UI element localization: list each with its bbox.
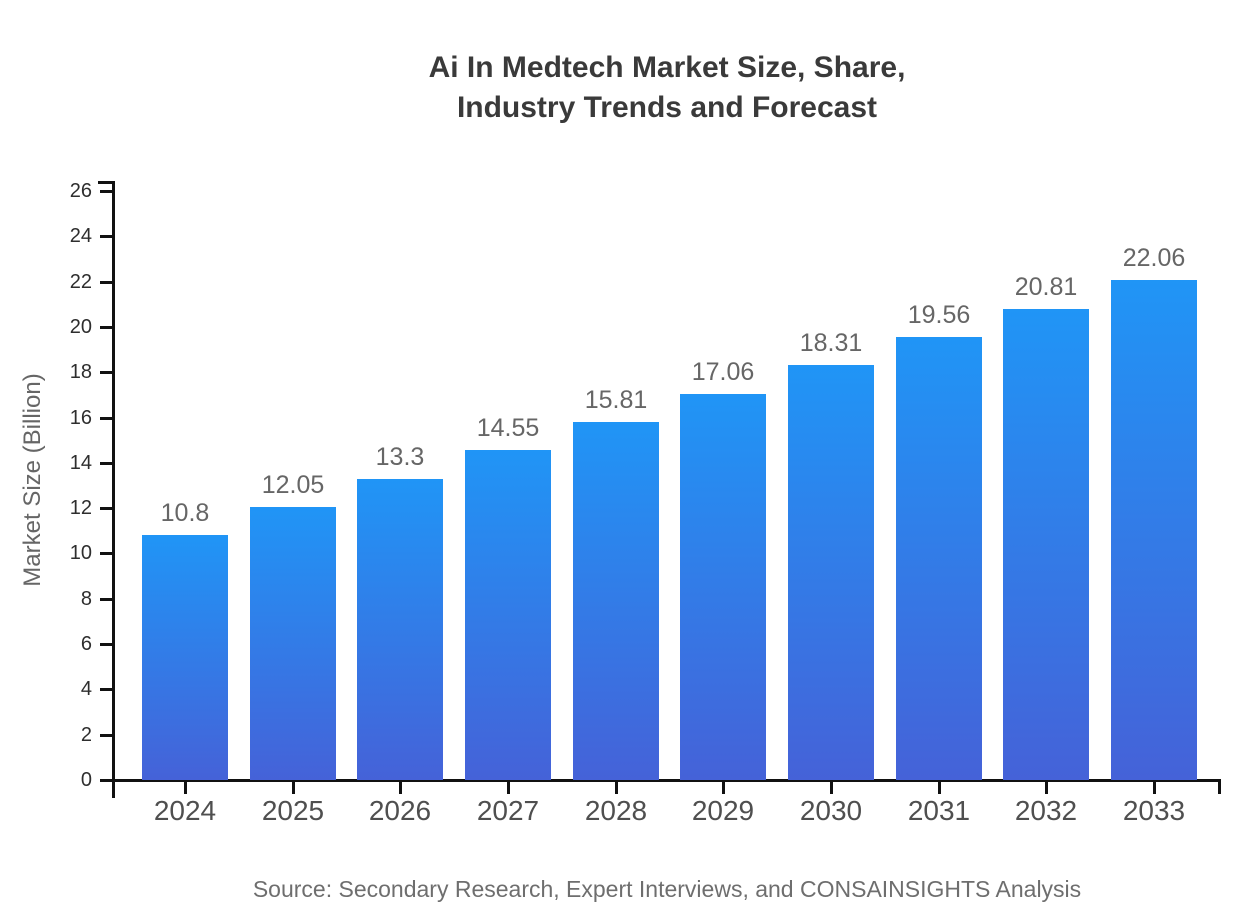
x-axis-line — [100, 779, 1221, 782]
x-tick — [938, 782, 941, 794]
x-tick-label: 2033 — [1122, 795, 1186, 826]
y-axis-line — [112, 181, 115, 798]
bar-value-label: 13.3 — [375, 443, 425, 471]
source-note: Source: Secondary Research, Expert Inter… — [252, 876, 1082, 902]
y-tick-label: 26 — [69, 180, 92, 202]
bar-value-label: 22.06 — [1122, 244, 1186, 272]
bar — [142, 535, 228, 780]
x-tick — [1045, 782, 1048, 794]
bar — [788, 365, 874, 780]
bar-value-label: 14.55 — [476, 414, 540, 442]
bar — [896, 337, 982, 780]
x-tick — [292, 782, 295, 794]
y-tick — [100, 235, 112, 238]
y-tick — [100, 417, 112, 420]
bar — [357, 479, 443, 780]
x-tick-label: 2026 — [368, 795, 432, 826]
y-tick-label: 4 — [80, 678, 92, 700]
x-tick — [830, 782, 833, 794]
y-tick — [100, 779, 112, 782]
x-tick — [507, 782, 510, 794]
bar — [573, 422, 659, 780]
y-tick-label: 6 — [80, 633, 92, 655]
bar-value-label: 17.06 — [691, 358, 755, 386]
chart-title: Ai In Medtech Market Size, Share, Indust… — [113, 48, 1221, 128]
x-tick-label: 2030 — [799, 795, 863, 826]
bar — [465, 450, 551, 780]
x-tick — [399, 782, 402, 794]
bar-value-label: 15.81 — [584, 386, 648, 414]
y-tick — [100, 371, 112, 374]
bar-value-label: 19.56 — [907, 301, 971, 329]
y-tick — [100, 281, 112, 284]
bar-value-label: 10.8 — [160, 499, 210, 527]
x-axis-cap — [1218, 779, 1221, 794]
y-tick-label: 2 — [80, 724, 92, 746]
bar — [250, 507, 336, 780]
y-tick — [100, 598, 112, 601]
x-tick — [1153, 782, 1156, 794]
x-tick — [615, 782, 618, 794]
y-tick-label: 24 — [69, 225, 92, 247]
chart-title-line-2: Industry Trends and Forecast — [456, 91, 878, 124]
x-tick-label: 2032 — [1014, 795, 1078, 826]
y-tick-label: 8 — [80, 588, 92, 610]
chart-title-line-1: Ai In Medtech Market Size, Share, — [428, 51, 906, 84]
y-tick-label: 12 — [69, 497, 92, 519]
bar — [1111, 280, 1197, 780]
y-tick-label: 0 — [80, 769, 92, 791]
y-tick-label: 14 — [69, 452, 92, 474]
y-tick — [100, 190, 112, 193]
x-tick-label: 2029 — [691, 795, 755, 826]
y-tick-label: 10 — [69, 542, 92, 564]
y-tick-label: 16 — [69, 407, 92, 429]
y-tick — [100, 688, 112, 691]
x-tick-label: 2028 — [584, 795, 648, 826]
bar-value-label: 12.05 — [261, 471, 325, 499]
x-tick — [184, 782, 187, 794]
x-tick-label: 2031 — [907, 795, 971, 826]
x-tick-label: 2025 — [261, 795, 325, 826]
y-tick — [100, 507, 112, 510]
x-tick-label: 2024 — [153, 795, 217, 826]
bar-value-label: 18.31 — [799, 329, 863, 357]
y-tick — [100, 643, 112, 646]
y-tick — [100, 326, 112, 329]
x-tick — [722, 782, 725, 794]
x-tick-label: 2027 — [476, 795, 540, 826]
y-axis-title: Market Size (Billion) — [19, 373, 46, 587]
bar — [680, 394, 766, 780]
y-axis-cap — [98, 181, 112, 184]
y-tick-label: 18 — [69, 361, 92, 383]
y-tick — [100, 734, 112, 737]
y-tick — [100, 462, 112, 465]
y-tick-label: 22 — [69, 271, 92, 293]
y-tick-label: 20 — [69, 316, 92, 338]
bar — [1003, 309, 1089, 780]
y-tick — [100, 552, 112, 555]
bar-value-label: 20.81 — [1014, 273, 1078, 301]
